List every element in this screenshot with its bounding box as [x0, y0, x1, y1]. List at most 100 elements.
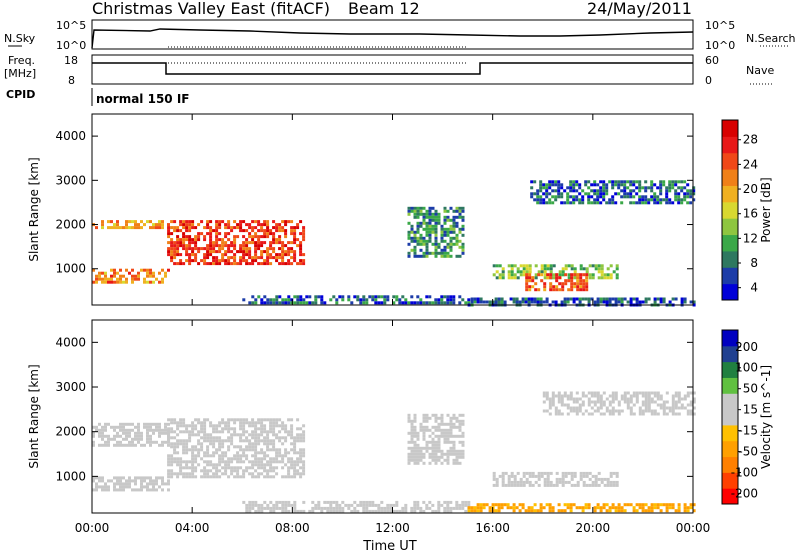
- heatmap-cell: [149, 268, 152, 272]
- heatmap-cell: [614, 509, 618, 513]
- heatmap-cell: [662, 300, 666, 304]
- heatmap-cell: [683, 297, 687, 301]
- heatmap-cell: [428, 500, 432, 504]
- heatmap-cell: [233, 454, 237, 458]
- heatmap-cell: [200, 475, 204, 479]
- heatmap-cell: [567, 273, 571, 277]
- heatmap-cell: [155, 440, 158, 444]
- heatmap-cell: [179, 430, 183, 434]
- heatmap-cell: [293, 295, 297, 299]
- heatmap-cell: [543, 273, 547, 277]
- heatmap-cell: [299, 454, 303, 458]
- heatmap-cell: [605, 509, 609, 513]
- heatmap-cell: [182, 466, 186, 470]
- heatmap-cell: [567, 264, 571, 268]
- heatmap-cell: [416, 209, 420, 213]
- heatmap-cell: [170, 256, 174, 260]
- heatmap-cell: [107, 443, 110, 447]
- heatmap-cell: [242, 418, 246, 422]
- heatmap-cell: [137, 422, 140, 426]
- heatmap-cell: [332, 295, 336, 299]
- heatmap-cell: [242, 454, 246, 458]
- heatmap-cell: [543, 471, 547, 475]
- cpid-label: CPID: [6, 88, 35, 101]
- heatmap-cell: [572, 183, 576, 187]
- heatmap-cell: [495, 264, 499, 268]
- heatmap-cell: [632, 297, 636, 301]
- heatmap-cell: [278, 295, 282, 299]
- heatmap-cell: [290, 427, 294, 431]
- heatmap-cell: [611, 412, 615, 416]
- heatmap-cell: [185, 247, 189, 251]
- heatmap-cell: [149, 271, 152, 275]
- heatmap-cell: [443, 295, 447, 299]
- heatmap-cell: [581, 394, 585, 398]
- heatmap-cell: [233, 433, 237, 437]
- heatmap-cell: [554, 198, 558, 202]
- heatmap-cell: [431, 224, 435, 228]
- heatmap-cell: [476, 297, 480, 301]
- heatmap-cell: [197, 235, 201, 239]
- heatmap-cell: [431, 446, 435, 450]
- heatmap-cell: [191, 250, 195, 254]
- heatmap-cell: [296, 460, 300, 464]
- heatmap-cell: [236, 445, 240, 449]
- heatmap-cell: [561, 270, 565, 274]
- heatmap-cell: [134, 479, 137, 483]
- x-tick-label: 08:00: [275, 521, 310, 535]
- heatmap-feature: [525, 273, 589, 292]
- heatmap-cell: [299, 253, 303, 257]
- heatmap-cell: [194, 235, 198, 239]
- heatmap-cell: [407, 440, 411, 444]
- heatmap-feature: [530, 180, 696, 205]
- heatmap-cell: [257, 295, 261, 299]
- heatmap-cell: [596, 503, 600, 507]
- heatmap-cell: [167, 253, 171, 257]
- heatmap-cell: [585, 276, 589, 280]
- heatmap-cell: [585, 282, 589, 286]
- heatmap-cell: [296, 472, 300, 476]
- heatmap-cell: [263, 506, 267, 510]
- heatmap-cell: [230, 457, 234, 461]
- heatmap-cell: [449, 452, 453, 456]
- heatmap-cell: [594, 483, 598, 487]
- heatmap-cell: [569, 506, 573, 510]
- heatmap-cell: [257, 235, 261, 239]
- heatmap-cell: [629, 300, 633, 304]
- heatmap-cell: [263, 259, 267, 263]
- heatmap-cell: [278, 241, 282, 245]
- heatmap-cell: [272, 445, 276, 449]
- heatmap-cell: [603, 483, 607, 487]
- heatmap-feature: [492, 264, 619, 280]
- heatmap-cell: [200, 469, 204, 473]
- heatmap-cell: [689, 195, 693, 199]
- heatmap-cell: [164, 428, 167, 432]
- heatmap-cell: [416, 227, 420, 231]
- heatmap-cell: [458, 434, 462, 438]
- heatmap-cell: [260, 262, 264, 266]
- heatmap-cell: [269, 424, 273, 428]
- heatmap-cell: [203, 256, 207, 260]
- heatmap-cell: [128, 485, 131, 489]
- heatmap-cell: [605, 397, 609, 401]
- heatmap-cell: [269, 241, 273, 245]
- heatmap-cell: [662, 400, 666, 404]
- heatmap-cell: [332, 509, 336, 513]
- heatmap-cell: [623, 509, 627, 513]
- heatmap-cell: [119, 280, 122, 284]
- heatmap-cell: [101, 223, 104, 227]
- heatmap-cell: [239, 256, 243, 260]
- heatmap-cell: [461, 298, 465, 302]
- heatmap-cell: [233, 421, 237, 425]
- heatmap-cell: [254, 256, 258, 260]
- heatmap-cell: [275, 223, 279, 227]
- heatmap-cell: [612, 270, 616, 274]
- heatmap-cell: [539, 186, 543, 190]
- heatmap-cell: [173, 448, 177, 452]
- heatmap-cell: [227, 223, 231, 227]
- heatmap-cell: [260, 418, 264, 422]
- heatmap-cell: [101, 479, 104, 483]
- x-tick-label: 16:00: [475, 521, 510, 535]
- nave-label: Nave: [746, 64, 774, 77]
- heatmap-cell: [620, 409, 624, 413]
